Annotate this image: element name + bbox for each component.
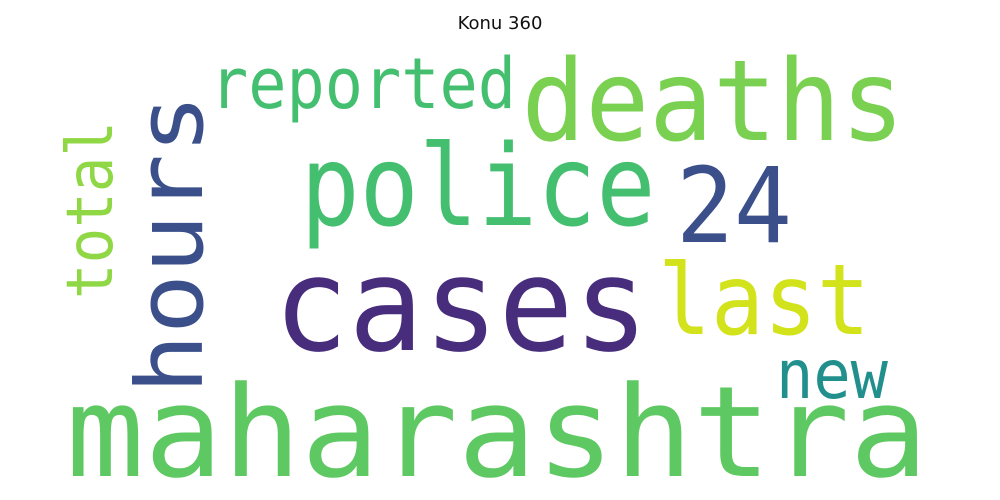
word-reported: reported xyxy=(210,43,516,125)
word-24: 24 xyxy=(676,145,792,267)
chart-title: Konu 360 xyxy=(457,13,543,34)
word-cases: cases xyxy=(274,229,649,381)
word-last: last xyxy=(658,244,870,358)
word-deaths: deaths xyxy=(522,37,905,167)
word-total: total xyxy=(54,121,128,299)
word-new: new xyxy=(776,336,888,415)
word-maharashtra: maharashtra xyxy=(66,359,928,500)
word-police: police xyxy=(301,122,656,252)
word-hours: hours xyxy=(117,94,224,394)
